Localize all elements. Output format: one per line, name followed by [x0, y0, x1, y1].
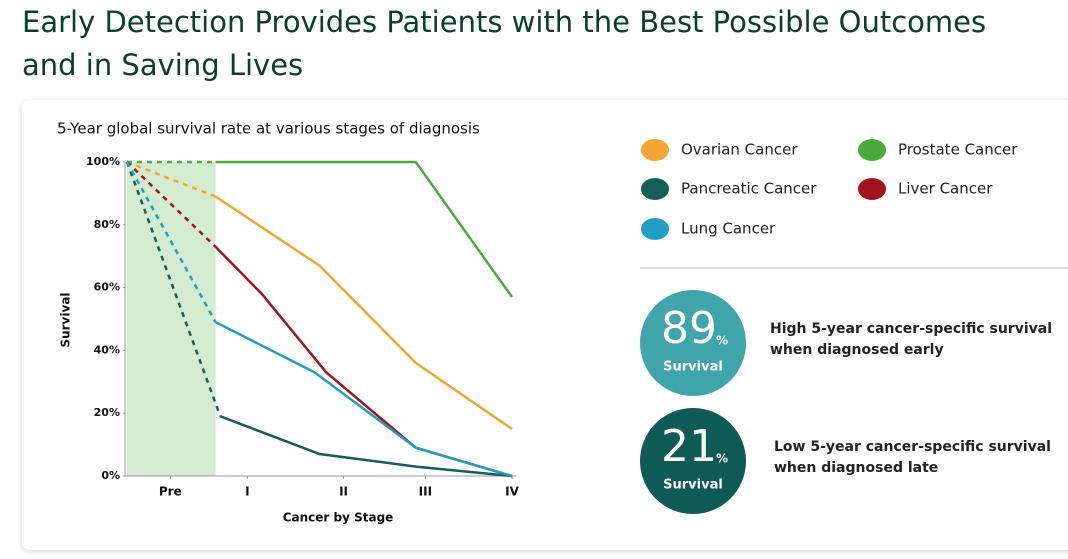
y-tick-label: 40%	[94, 343, 120, 356]
legend-swatch	[641, 139, 669, 161]
legend-label: Pancreatic Cancer	[681, 180, 817, 198]
dashed-line	[125, 161, 217, 323]
y-tick-label: 20%	[94, 406, 120, 419]
highlight-band	[127, 162, 216, 476]
x-tick-label: II	[339, 485, 348, 499]
chart-title: 5-Year global survival rate at various s…	[57, 120, 480, 138]
slide-title: Early Detection Provides Patients with t…	[22, 5, 986, 39]
line	[215, 160, 514, 298]
slide-title: and in Saving Lives	[22, 48, 303, 82]
stat-text: High 5-year cancer-specific survival	[770, 321, 1052, 337]
line	[214, 195, 513, 430]
legend-label: Prostate Cancer	[898, 141, 1018, 159]
stat-number: 21	[661, 421, 717, 472]
legend-swatch	[858, 178, 886, 200]
legend-swatch	[641, 178, 669, 200]
y-tick-label: 100%	[86, 155, 120, 168]
legend-label: Lung Cancer	[681, 220, 776, 238]
y-axis-label: Survival	[59, 292, 73, 347]
stat-number: 89	[661, 303, 717, 354]
line	[219, 415, 513, 478]
legend-swatch	[641, 218, 669, 240]
stat-text: Low 5-year cancer-specific survival	[774, 439, 1051, 455]
stat-text: when diagnosed early	[770, 342, 944, 358]
stat-unit: %	[716, 452, 728, 466]
x-tick-label: Pre	[159, 485, 182, 499]
y-tick-label: 80%	[94, 218, 120, 231]
y-tick-label: 60%	[94, 281, 120, 294]
line	[214, 321, 513, 478]
stat-circle	[640, 408, 746, 514]
stat-caption: Survival	[663, 360, 723, 375]
x-tick-label: IV	[505, 485, 519, 499]
dashed-line	[126, 161, 217, 248]
stat-caption: Survival	[663, 478, 723, 493]
x-axis-label: Cancer by Stage	[283, 511, 394, 525]
stat-text: when diagnosed late	[774, 460, 938, 476]
x-tick-label: I	[245, 485, 249, 499]
legend-label: Liver Cancer	[898, 180, 993, 198]
card	[22, 100, 1068, 550]
x-tick-label: III	[419, 485, 432, 499]
legend-label: Ovarian Cancer	[681, 141, 798, 159]
stat-unit: %	[716, 334, 728, 348]
stat-circle	[640, 290, 746, 396]
y-tick-label: 0%	[101, 469, 120, 482]
legend-swatch	[858, 139, 886, 161]
